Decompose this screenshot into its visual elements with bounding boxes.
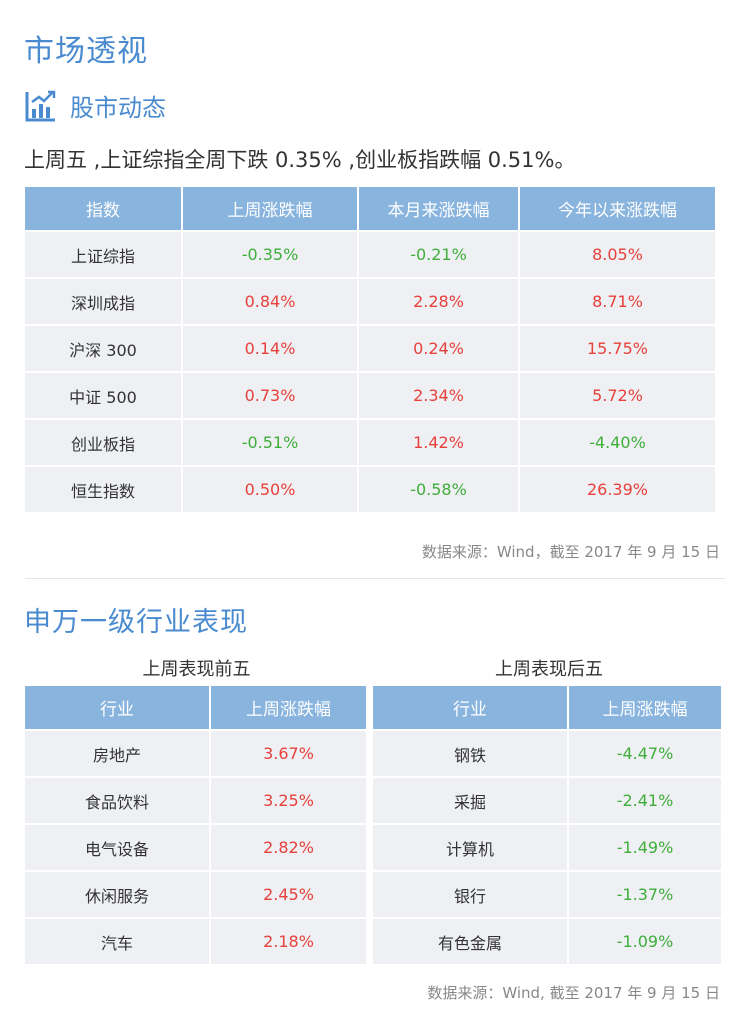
- table-row: 电气设备 2.82%: [25, 825, 366, 870]
- industry-name: 休闲服务: [25, 872, 209, 917]
- section-stock-header: 股市动态: [24, 88, 166, 123]
- month-change: 2.34%: [359, 373, 518, 418]
- month-change: -0.58%: [359, 467, 518, 512]
- industry-name: 银行: [373, 872, 567, 917]
- table-row: 汽车 2.18%: [25, 919, 366, 964]
- industry-change: -2.41%: [569, 778, 721, 823]
- table-row: 恒生指数 0.50% -0.58% 26.39%: [25, 467, 715, 512]
- week-change: -0.51%: [183, 420, 357, 465]
- week-change: -0.35%: [183, 232, 357, 277]
- table-row: 采掘 -2.41%: [373, 778, 721, 823]
- ytd-change: 8.05%: [520, 232, 715, 277]
- industry-name: 汽车: [25, 919, 209, 964]
- industry-change: 3.67%: [211, 731, 366, 776]
- table-row: 钢铁 -4.47%: [373, 731, 721, 776]
- industry-name: 计算机: [373, 825, 567, 870]
- table-row: 有色金属 -1.09%: [373, 919, 721, 964]
- table-row: 计算机 -1.49%: [373, 825, 721, 870]
- week-change: 0.73%: [183, 373, 357, 418]
- industry-name: 有色金属: [373, 919, 567, 964]
- ytd-change: -4.40%: [520, 420, 715, 465]
- top5-table: 行业 上周涨跌幅 房地产 3.67% 食品饮料 3.25% 电气设备 2.82%…: [23, 684, 368, 966]
- industry-name: 电气设备: [25, 825, 209, 870]
- table-row: 创业板指 -0.51% 1.42% -4.40%: [25, 420, 715, 465]
- table-row: 食品饮料 3.25%: [25, 778, 366, 823]
- col-header-change: 上周涨跌幅: [569, 686, 721, 729]
- index-table: 指数 上周涨跌幅 本月来涨跌幅 今年以来涨跌幅 上证综指 -0.35% -0.2…: [23, 185, 717, 514]
- industry-change: 2.82%: [211, 825, 366, 870]
- col-header-industry: 行业: [373, 686, 567, 729]
- col-header-index: 指数: [25, 187, 181, 230]
- industry-change: -1.37%: [569, 872, 721, 917]
- top5-caption: 上周表现前五: [142, 659, 251, 680]
- data-source-note-industry: 数据来源：Wind, 截至 2017 年 9 月 15 日: [427, 984, 720, 1002]
- ytd-change: 26.39%: [520, 467, 715, 512]
- index-name: 中证 500: [25, 373, 181, 418]
- index-name: 恒生指数: [25, 467, 181, 512]
- index-name: 深圳成指: [25, 279, 181, 324]
- industry-name: 钢铁: [373, 731, 567, 776]
- industry-change: 3.25%: [211, 778, 366, 823]
- index-name: 沪深 300: [25, 326, 181, 371]
- ytd-change: 15.75%: [520, 326, 715, 371]
- col-header-ytd: 今年以来涨跌幅: [520, 187, 715, 230]
- section-industry-title: 申万一级行业表现: [24, 607, 248, 638]
- table-row: 房地产 3.67%: [25, 731, 366, 776]
- col-header-week: 上周涨跌幅: [183, 187, 357, 230]
- data-source-note: 数据来源：Wind，截至 2017 年 9 月 15 日: [421, 543, 720, 561]
- industry-change: -4.47%: [569, 731, 721, 776]
- bottom5-table-header: 行业 上周涨跌幅: [373, 686, 721, 729]
- week-change: 0.84%: [183, 279, 357, 324]
- table-row: 银行 -1.37%: [373, 872, 721, 917]
- bottom5-table: 行业 上周涨跌幅 钢铁 -4.47% 采掘 -2.41% 计算机 -1.49% …: [371, 684, 723, 966]
- month-change: 1.42%: [359, 420, 518, 465]
- bar-chart-trend-icon: [25, 90, 56, 121]
- top5-table-header: 行业 上周涨跌幅: [25, 686, 366, 729]
- section-divider: [25, 578, 725, 579]
- table-row: 深圳成指 0.84% 2.28% 8.71%: [25, 279, 715, 324]
- index-name: 创业板指: [25, 420, 181, 465]
- col-header-industry: 行业: [25, 686, 209, 729]
- table-row: 沪深 300 0.14% 0.24% 15.75%: [25, 326, 715, 371]
- table-row: 中证 500 0.73% 2.34% 5.72%: [25, 373, 715, 418]
- ytd-change: 5.72%: [520, 373, 715, 418]
- week-change: 0.14%: [183, 326, 357, 371]
- market-summary: 上周五 ,上证综指全周下跌 0.35% ,创业板指跌幅 0.51%。: [24, 148, 576, 172]
- section-stock-title: 股市动态: [70, 94, 166, 122]
- month-change: -0.21%: [359, 232, 518, 277]
- week-change: 0.50%: [183, 467, 357, 512]
- table-row: 休闲服务 2.45%: [25, 872, 366, 917]
- bottom5-caption: 上周表现后五: [495, 659, 603, 680]
- industry-name: 食品饮料: [25, 778, 209, 823]
- industry-change: 2.45%: [211, 872, 366, 917]
- index-table-header: 指数 上周涨跌幅 本月来涨跌幅 今年以来涨跌幅: [25, 187, 715, 230]
- index-name: 上证综指: [25, 232, 181, 277]
- col-header-change: 上周涨跌幅: [211, 686, 366, 729]
- month-change: 2.28%: [359, 279, 518, 324]
- industry-change: -1.09%: [569, 919, 721, 964]
- ytd-change: 8.71%: [520, 279, 715, 324]
- page-title: 市场透视: [24, 34, 148, 69]
- month-change: 0.24%: [359, 326, 518, 371]
- industry-change: 2.18%: [211, 919, 366, 964]
- col-header-month: 本月来涨跌幅: [359, 187, 518, 230]
- table-row: 上证综指 -0.35% -0.21% 8.05%: [25, 232, 715, 277]
- industry-name: 采掘: [373, 778, 567, 823]
- industry-change: -1.49%: [569, 825, 721, 870]
- industry-name: 房地产: [25, 731, 209, 776]
